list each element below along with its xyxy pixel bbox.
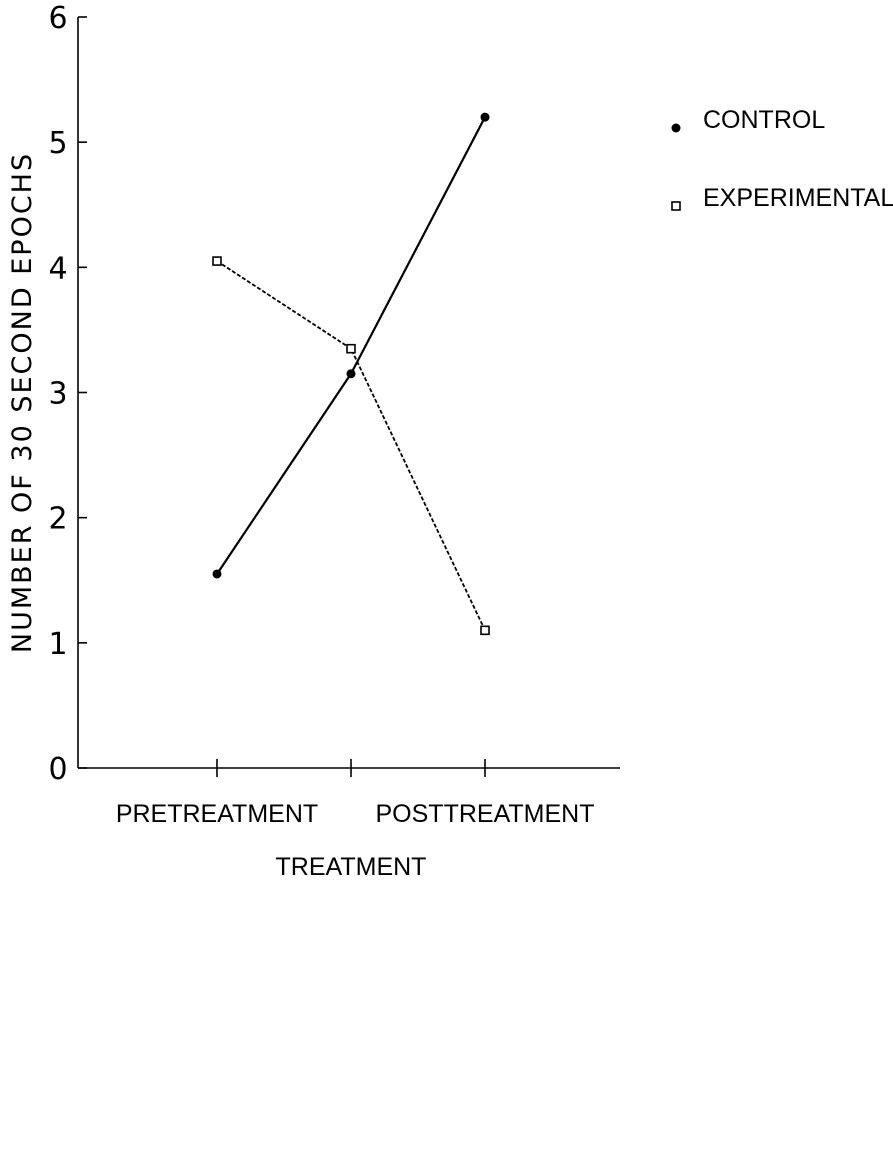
y-axis-label: NUMBER OF 30 SECOND EPOCHS xyxy=(7,152,38,653)
y-tick-label-4: 4 xyxy=(48,251,67,286)
y-tick-label-6: 6 xyxy=(48,1,67,36)
point-control-2 xyxy=(480,112,490,122)
series-line-experimental xyxy=(216,260,486,631)
category-label-pretreatment: PRETREATMENT xyxy=(116,800,318,828)
y-tick-label-3: 3 xyxy=(48,377,67,412)
x-ticks xyxy=(216,759,486,777)
point-experimental-1 xyxy=(346,343,356,354)
legend-marker-control xyxy=(671,123,681,133)
point-experimental-0 xyxy=(212,256,222,266)
y-ticks: 0 1 2 3 4 5 6 xyxy=(48,1,87,787)
category-label-posttreatment: POSTTREATMENT xyxy=(376,800,595,828)
series-layer xyxy=(212,112,490,636)
legend: CONTROL EXPERIMENTAL xyxy=(671,106,893,212)
y-tick-label-5: 5 xyxy=(48,126,67,161)
point-control-1 xyxy=(346,369,356,379)
legend-label-control: CONTROL xyxy=(703,106,825,134)
x-axis-label: TREATMENT xyxy=(276,853,427,881)
point-experimental-2 xyxy=(480,625,490,636)
legend-marker-experimental xyxy=(671,201,681,211)
legend-label-experimental: EXPERIMENTAL xyxy=(703,184,893,212)
y-tick-label-1: 1 xyxy=(48,627,67,662)
point-control-0 xyxy=(212,569,222,579)
y-tick-label-2: 2 xyxy=(48,502,67,537)
axes xyxy=(77,17,620,769)
y-tick-label-0: 0 xyxy=(48,752,67,787)
